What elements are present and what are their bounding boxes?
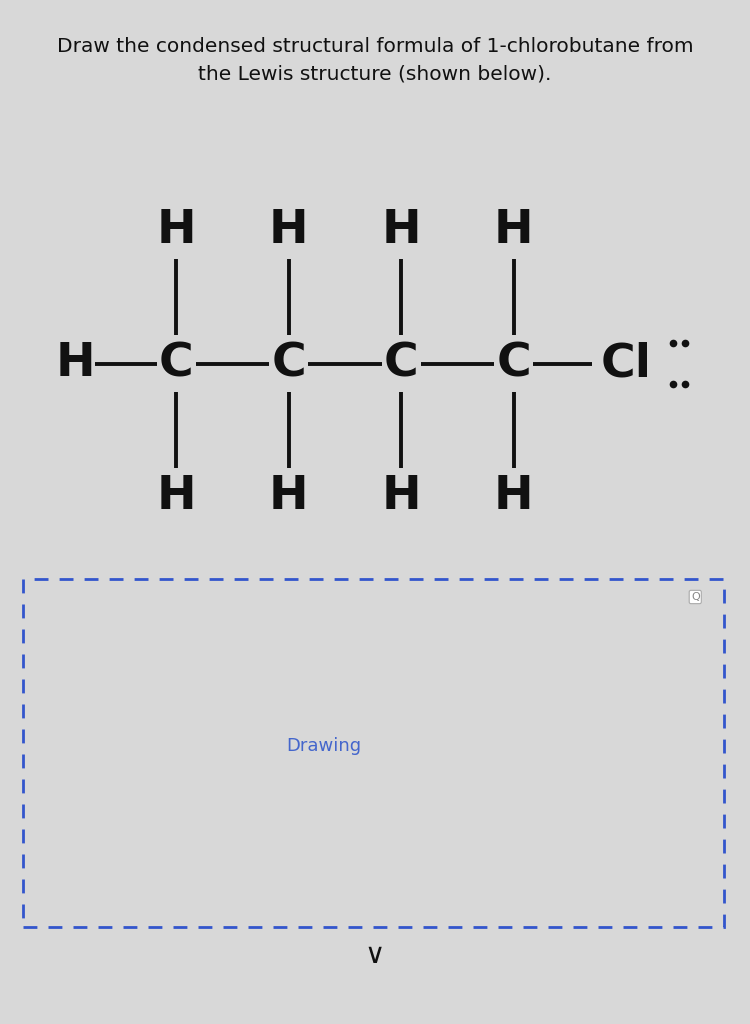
Text: H: H <box>494 474 533 519</box>
Text: Q: Q <box>691 592 700 602</box>
Text: H: H <box>382 208 421 253</box>
Text: H: H <box>269 474 308 519</box>
Text: Draw the condensed structural formula of 1-chlorobutane from: Draw the condensed structural formula of… <box>57 37 693 55</box>
Text: Cl: Cl <box>601 341 652 386</box>
Text: C: C <box>159 341 194 386</box>
Text: H: H <box>269 208 308 253</box>
Text: Drawing: Drawing <box>286 736 362 755</box>
Text: H: H <box>494 208 533 253</box>
Text: C: C <box>272 341 306 386</box>
Text: C: C <box>384 341 418 386</box>
Text: H: H <box>382 474 421 519</box>
Text: H: H <box>157 208 196 253</box>
Text: H: H <box>56 341 94 386</box>
Text: H: H <box>157 474 196 519</box>
Bar <box>22 579 724 927</box>
Text: ∨: ∨ <box>364 941 386 970</box>
Text: the Lewis structure (shown below).: the Lewis structure (shown below). <box>198 65 552 83</box>
Text: C: C <box>496 341 531 386</box>
